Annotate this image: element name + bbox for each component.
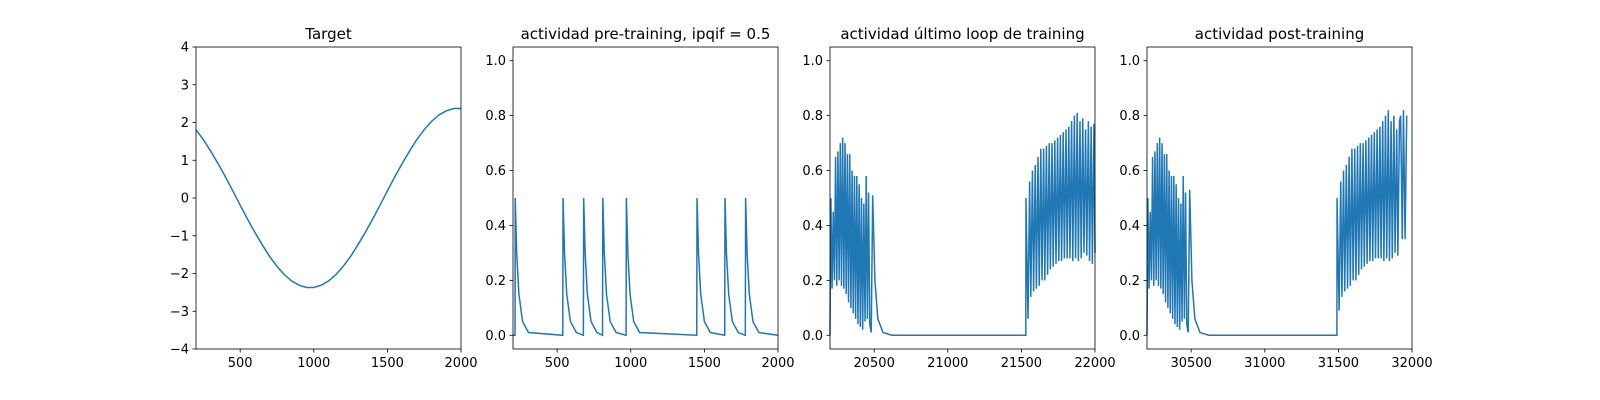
x-tick-label: 1000 (614, 356, 647, 371)
data-line (513, 197, 779, 337)
y-tick-label: −4 (170, 343, 189, 358)
y-tick-label: 0.0 (1119, 329, 1140, 344)
y-tick-label: 0.8 (802, 109, 823, 124)
y-tick-label: −3 (170, 305, 189, 320)
subplot-title: actividad último loop de training (840, 25, 1084, 43)
x-tick-label: 2000 (444, 356, 477, 371)
y-tick-label: 0.4 (485, 219, 506, 234)
y-tick-label: 3 (181, 78, 189, 93)
x-tick-label: 500 (545, 356, 570, 371)
y-tick-label: 4 (181, 41, 189, 56)
y-tick-label: 1.0 (802, 54, 823, 69)
x-tick-label: 31500 (1318, 356, 1359, 371)
data-line (195, 107, 461, 289)
x-tick-label: 31000 (1244, 356, 1285, 371)
y-tick-label: 0.6 (1119, 164, 1140, 179)
y-tick-label: −2 (170, 267, 189, 282)
y-tick-label: 0.8 (1119, 109, 1140, 124)
subplot-title: actividad post-training (1195, 25, 1364, 43)
x-tick-label: 1500 (688, 356, 721, 371)
y-tick-label: 1.0 (485, 54, 506, 69)
y-tick-label: 2 (181, 116, 189, 131)
y-tick-label: 0.8 (485, 109, 506, 124)
x-tick-label: 22000 (1074, 356, 1115, 371)
y-tick-label: 0.2 (1119, 274, 1140, 289)
subplot-title: Target (304, 25, 352, 43)
axes-frame (1146, 46, 1413, 350)
axes-frame (829, 46, 1096, 350)
y-tick-label: 0.6 (802, 164, 823, 179)
x-tick-label: 1000 (297, 356, 330, 371)
y-tick-label: −1 (170, 229, 189, 244)
y-tick-label: 0.4 (802, 219, 823, 234)
x-tick-label: 21500 (1001, 356, 1042, 371)
x-tick-label: 32000 (1391, 356, 1432, 371)
subplot-title: actividad pre-training, ipqif = 0.5 (521, 25, 771, 43)
y-tick-label: 0.6 (485, 164, 506, 179)
y-tick-label: 0.2 (485, 274, 506, 289)
y-tick-label: 0.2 (802, 274, 823, 289)
x-tick-label: 1500 (371, 356, 404, 371)
y-tick-label: 0.0 (485, 329, 506, 344)
y-tick-label: 1 (181, 154, 189, 169)
data-line (1146, 110, 1408, 337)
x-tick-label: 2000 (761, 356, 794, 371)
axes-frame (512, 46, 779, 350)
x-tick-label: 20500 (853, 356, 894, 371)
x-tick-label: 500 (228, 356, 253, 371)
data-line (829, 112, 1096, 337)
y-tick-label: 0 (181, 192, 189, 207)
y-tick-label: 0.4 (1119, 219, 1140, 234)
x-tick-label: 30500 (1170, 356, 1211, 371)
x-tick-label: 21000 (927, 356, 968, 371)
y-tick-label: 0.0 (802, 329, 823, 344)
y-tick-label: 1.0 (1119, 54, 1140, 69)
